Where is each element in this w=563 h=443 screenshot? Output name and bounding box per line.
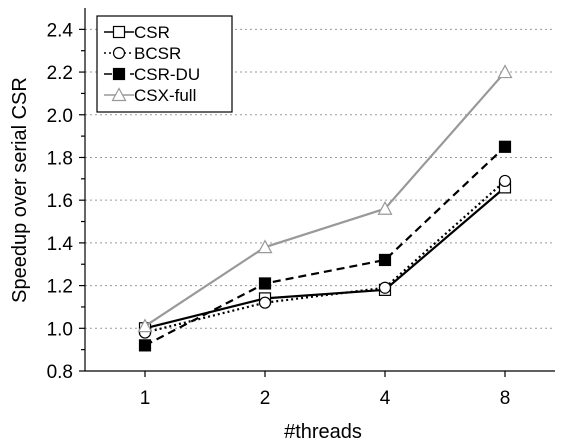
legend-label: CSX-full — [134, 86, 196, 105]
legend-label: CSR-DU — [134, 65, 200, 84]
x-axis-title: #threads — [284, 421, 362, 443]
y-tick-label: 1.2 — [47, 277, 73, 298]
y-tick-label: 1.4 — [47, 234, 74, 255]
data-point — [498, 140, 512, 153]
x-tick-label: 4 — [380, 388, 391, 409]
data-point — [377, 200, 393, 215]
legend-label: CSR — [134, 23, 170, 42]
data-point — [257, 239, 273, 254]
x-tick-label: 2 — [260, 388, 271, 409]
series-line — [144, 71, 506, 328]
x-tick-label: 1 — [140, 388, 151, 409]
legend-marker — [112, 46, 126, 60]
data-point — [498, 174, 512, 188]
legend-marker — [112, 67, 126, 81]
x-ticks: 1 2 4 8 — [140, 371, 511, 409]
data-point — [137, 318, 153, 333]
y-tick-label: 2.2 — [47, 63, 73, 84]
series-line — [144, 186, 506, 330]
series-line — [144, 180, 506, 334]
legend-entry: CSR-DU — [104, 65, 200, 84]
y-tick-label: 1.0 — [47, 319, 73, 340]
data-point — [378, 281, 392, 294]
y-tick-label: 0.8 — [47, 362, 73, 383]
series-lines — [137, 64, 513, 352]
y-tick-label: 2.0 — [47, 106, 73, 127]
series-line — [144, 145, 506, 347]
data-point — [497, 64, 513, 79]
data-point — [138, 339, 152, 352]
y-tick-label: 1.6 — [47, 191, 73, 212]
legend-entry: CSX-full — [104, 86, 196, 105]
legend-marker — [111, 87, 127, 102]
series-csx-full — [137, 64, 513, 333]
y-ticks: 0.8 1.0 1.2 1.4 1.6 1.8 2.0 2.2 2.4 — [47, 20, 85, 383]
data-point — [258, 277, 272, 290]
x-tick-label: 8 — [500, 388, 511, 409]
series-csr — [138, 181, 512, 335]
legend-entry: BCSR — [104, 44, 181, 63]
legend-entry: CSR — [104, 23, 170, 42]
y-axis-title: Speedup over serial CSR — [9, 77, 31, 303]
legend-marker — [112, 25, 126, 39]
data-point — [378, 253, 392, 267]
legend: CSR BCSR CSR-DU CSX-full — [96, 15, 233, 113]
series-csr-du — [138, 140, 512, 352]
grid-lines — [85, 28, 555, 329]
y-tick-label: 2.4 — [47, 20, 74, 41]
y-tick-label: 1.8 — [47, 148, 73, 169]
data-point — [258, 296, 272, 309]
axes — [84, 8, 555, 372]
legend-label: BCSR — [134, 44, 181, 63]
